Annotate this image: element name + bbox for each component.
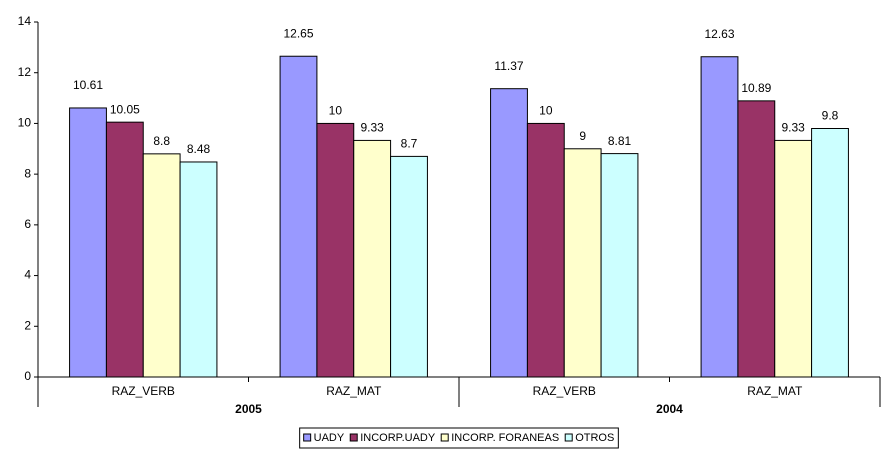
bar (316, 122, 355, 378)
y-tick-label: 4 (24, 268, 31, 282)
bar (563, 148, 602, 378)
data-label: 11.37 (494, 59, 523, 73)
bar (69, 107, 107, 378)
bar (279, 55, 318, 378)
legend-label: INCORP.UADY (360, 432, 436, 444)
bar (774, 139, 813, 378)
x-tick-label: RAZ_MAT (747, 384, 803, 398)
data-label: 9.8 (822, 109, 839, 123)
y-tick-label: 12 (18, 65, 32, 79)
data-label: 12.65 (283, 26, 313, 40)
data-label: 8.48 (187, 142, 211, 156)
data-label: 8.8 (153, 134, 170, 148)
data-label: 8.7 (401, 137, 418, 151)
y-tick-label: 8 (24, 166, 31, 180)
y-tick-label: 10 (18, 116, 32, 130)
legend: UADY INCORP.UADY INCORP. FORANEAS OTROS (299, 427, 619, 449)
data-label: 10.89 (741, 81, 771, 95)
legend-label: UADY (314, 432, 345, 444)
data-label: 10.61 (73, 78, 103, 92)
bar (353, 139, 392, 378)
data-label: 12.63 (704, 27, 734, 41)
y-tick-label: 14 (18, 14, 32, 28)
group-label: 2005 (235, 402, 262, 416)
bar (600, 153, 639, 378)
y-tick-label: 0 (24, 369, 31, 383)
y-tick-label: 2 (24, 318, 31, 332)
legend-label: OTROS (575, 432, 614, 444)
legend-label: INCORP. FORANEAS (451, 432, 559, 444)
x-tick-label: RAZ_VERB (112, 384, 175, 398)
bar (811, 128, 849, 378)
bar (142, 153, 181, 378)
bar (490, 88, 528, 378)
data-label: 10 (539, 104, 553, 118)
bar (700, 56, 739, 378)
data-label: 10.05 (110, 102, 140, 116)
legend-swatch (349, 433, 358, 442)
data-label: 8.81 (608, 134, 632, 148)
legend-swatch (440, 433, 449, 442)
y-tick-label: 6 (24, 217, 31, 231)
legend-box (299, 427, 619, 449)
legend-swatch (564, 433, 573, 442)
bar (526, 122, 565, 378)
x-tick-label: RAZ_VERB (533, 384, 596, 398)
data-label: 9.33 (781, 121, 805, 135)
group-label: 2004 (656, 402, 683, 416)
data-label: 10 (329, 104, 343, 118)
x-tick-label: RAZ_MAT (326, 384, 382, 398)
bar (390, 155, 428, 378)
bar (179, 161, 218, 378)
bar (737, 100, 776, 378)
bar (105, 121, 144, 378)
legend-swatch (303, 433, 312, 442)
data-label: 9.33 (360, 121, 384, 135)
data-label: 9 (579, 129, 586, 143)
